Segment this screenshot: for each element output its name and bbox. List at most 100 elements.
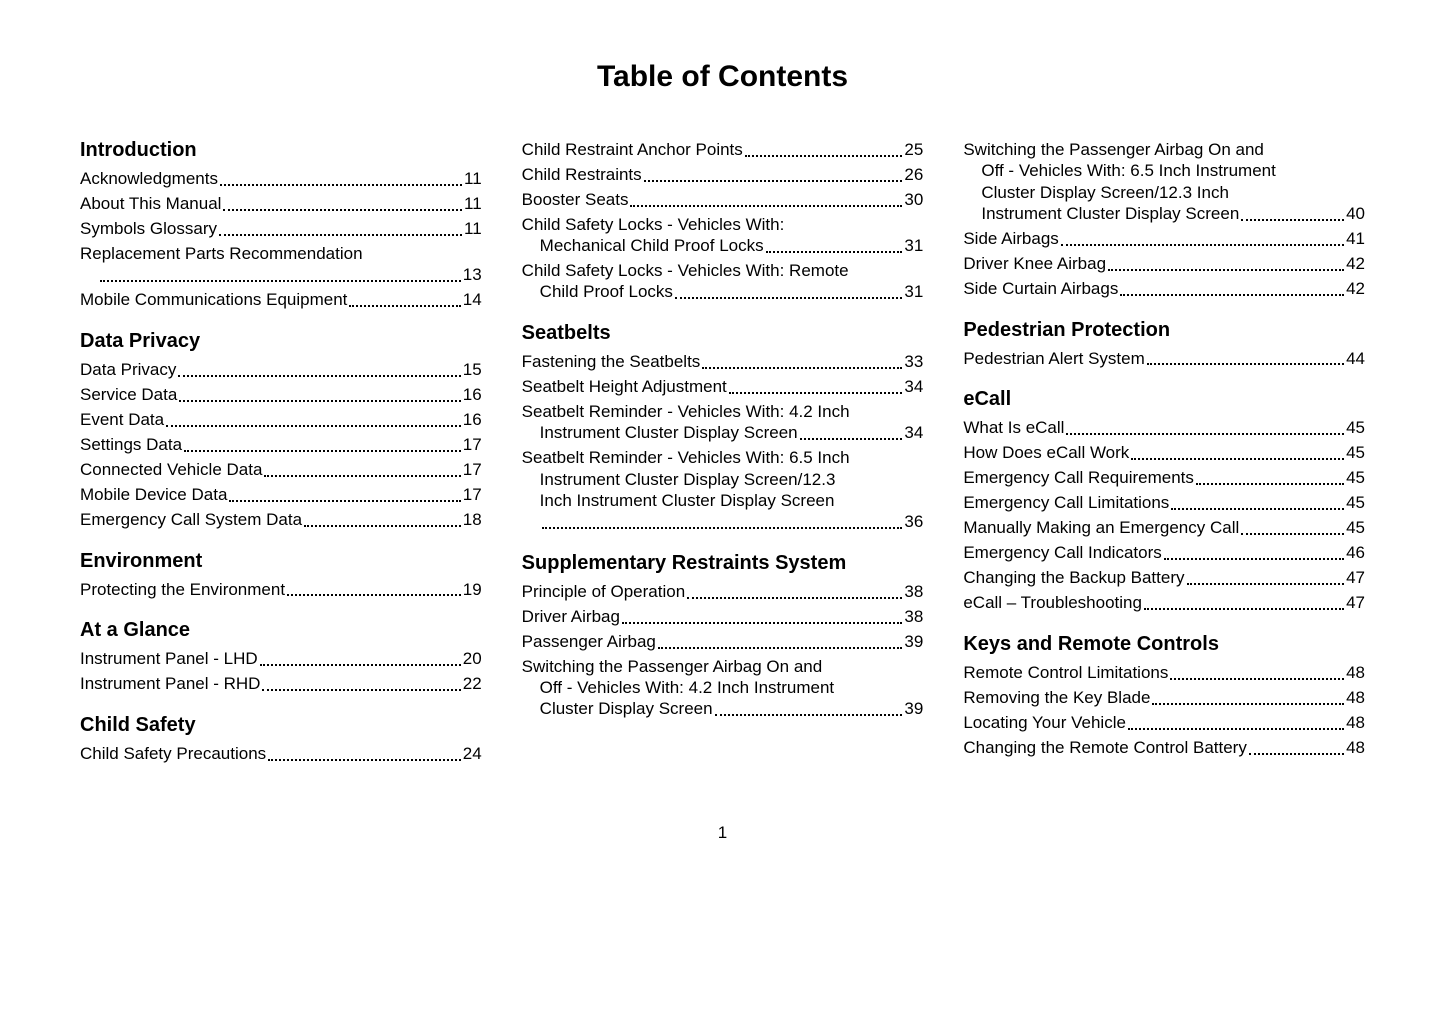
toc-entry-label: What Is eCall: [963, 417, 1064, 440]
toc-entry-label: Seatbelt Reminder - Vehicles With: 6.5 I…: [522, 447, 924, 511]
toc-entry[interactable]: Child Safety Precautions24: [80, 743, 482, 766]
dot-leader: [1171, 508, 1344, 510]
dot-leader: [260, 664, 461, 666]
toc-entry-label: Child Safety Locks - Vehicles With:: [522, 214, 924, 235]
dot-leader: [542, 527, 903, 529]
toc-entry[interactable]: Instrument Panel - LHD20: [80, 648, 482, 671]
dot-leader: [675, 297, 903, 299]
toc-entry-page: 45: [1346, 517, 1365, 540]
toc-entry-page: 41: [1346, 228, 1365, 251]
toc-entry-page: 11: [464, 193, 482, 216]
toc-entry-label: Changing the Backup Battery: [963, 567, 1184, 590]
toc-entry-page: 46: [1346, 542, 1365, 565]
dot-leader: [766, 251, 903, 253]
toc-entry[interactable]: Principle of Operation38: [522, 581, 924, 604]
section-heading: eCall: [963, 388, 1365, 411]
dot-leader: [1061, 244, 1344, 246]
toc-entry-label: Switching the Passenger Airbag On andOff…: [522, 656, 924, 699]
toc-entry-label: Replacement Parts Recommendation: [80, 243, 482, 264]
toc-entry[interactable]: Locating Your Vehicle48: [963, 712, 1365, 735]
toc-entry[interactable]: Mobile Communications Equipment14: [80, 289, 482, 312]
toc-entry-page: 17: [463, 484, 482, 507]
toc-entry[interactable]: Remote Control Limitations48: [963, 662, 1365, 685]
toc-entry[interactable]: Child Restraint Anchor Points25: [522, 139, 924, 162]
toc-entry[interactable]: Seatbelt Height Adjustment34: [522, 376, 924, 399]
toc-entry[interactable]: About This Manual11: [80, 193, 482, 216]
toc-entry-label: How Does eCall Work: [963, 442, 1129, 465]
toc-entry[interactable]: Pedestrian Alert System 44: [963, 348, 1365, 371]
toc-entry-label-tail: Mechanical Child Proof Locks: [540, 235, 764, 258]
toc-entry[interactable]: Switching the Passenger Airbag On andOff…: [522, 656, 924, 721]
toc-entry[interactable]: Event Data16: [80, 409, 482, 432]
toc-entry-label: Emergency Call Requirements: [963, 467, 1194, 490]
toc-entry-label: Booster Seats: [522, 189, 629, 212]
toc-entry-page: 14: [463, 289, 482, 312]
toc-entry[interactable]: Child Safety Locks - Vehicles With: Remo…: [522, 260, 924, 304]
toc-entry[interactable]: Switching the Passenger Airbag On andOff…: [963, 139, 1365, 226]
toc-entry-page: 45: [1346, 417, 1365, 440]
dot-leader: [715, 714, 903, 716]
toc-entry[interactable]: Replacement Parts Recommendation13: [80, 243, 482, 287]
toc-entry-page: 38: [904, 581, 923, 604]
section-heading: Supplementary Restraints System: [522, 552, 924, 575]
toc-entry[interactable]: Side Curtain Airbags42: [963, 278, 1365, 301]
dot-leader: [630, 205, 902, 207]
toc-entry[interactable]: Removing the Key Blade48: [963, 687, 1365, 710]
toc-entry-page: 42: [1346, 253, 1365, 276]
toc-entry-label: Locating Your Vehicle: [963, 712, 1126, 735]
toc-entry[interactable]: Connected Vehicle Data17: [80, 459, 482, 482]
dot-leader: [1187, 583, 1345, 585]
toc-entry[interactable]: Emergency Call Indicators46: [963, 542, 1365, 565]
toc-entry-label: Child Restraints: [522, 164, 642, 187]
toc-entry[interactable]: Emergency Call System Data18: [80, 509, 482, 532]
toc-entry[interactable]: Protecting the Environment19: [80, 579, 482, 602]
toc-entry-page: 39: [904, 631, 923, 654]
toc-entry-label: Switching the Passenger Airbag On andOff…: [963, 139, 1365, 203]
toc-entry[interactable]: Passenger Airbag 39: [522, 631, 924, 654]
toc-entry-label: Pedestrian Alert System: [963, 348, 1144, 371]
toc-entry[interactable]: Symbols Glossary11: [80, 218, 482, 241]
toc-entry[interactable]: Acknowledgments11: [80, 168, 482, 191]
toc-entry[interactable]: Mobile Device Data17: [80, 484, 482, 507]
toc-entry[interactable]: Service Data16: [80, 384, 482, 407]
toc-entry-label: Child Safety Precautions: [80, 743, 266, 766]
dot-leader: [349, 305, 460, 307]
toc-entry-page: 25: [904, 139, 923, 162]
toc-entry[interactable]: Fastening the Seatbelts33: [522, 351, 924, 374]
toc-entry-page: 44: [1346, 348, 1365, 371]
dot-leader: [1196, 483, 1344, 485]
section-heading: Child Safety: [80, 714, 482, 737]
toc-entry[interactable]: Emergency Call Requirements45: [963, 467, 1365, 490]
toc-entry[interactable]: Changing the Remote Control Battery48: [963, 737, 1365, 760]
toc-entry[interactable]: Changing the Backup Battery47: [963, 567, 1365, 590]
toc-entry[interactable]: How Does eCall Work45: [963, 442, 1365, 465]
toc-entry[interactable]: Child Restraints 26: [522, 164, 924, 187]
toc-entry-page: 15: [463, 359, 482, 382]
toc-entry[interactable]: Settings Data17: [80, 434, 482, 457]
toc-entry[interactable]: Driver Knee Airbag42: [963, 253, 1365, 276]
toc-entry[interactable]: Data Privacy15: [80, 359, 482, 382]
toc-entry-page: 13: [463, 264, 482, 287]
section-heading: Keys and Remote Controls: [963, 633, 1365, 656]
toc-entry[interactable]: Manually Making an Emergency Call45: [963, 517, 1365, 540]
dot-leader: [644, 180, 903, 182]
toc-entry[interactable]: Side Airbags41: [963, 228, 1365, 251]
toc-entry[interactable]: Seatbelt Reminder - Vehicles With: 6.5 I…: [522, 447, 924, 534]
toc-entry[interactable]: eCall – Troubleshooting47: [963, 592, 1365, 615]
toc-entry[interactable]: Emergency Call Limitations45: [963, 492, 1365, 515]
toc-entry[interactable]: Booster Seats30: [522, 189, 924, 212]
toc-entry-page: 34: [904, 376, 923, 399]
toc-entry-page: 31: [904, 281, 923, 304]
toc-entry-label-tail: Instrument Cluster Display Screen: [981, 203, 1239, 226]
toc-entry[interactable]: Instrument Panel - RHD22: [80, 673, 482, 696]
dot-leader: [658, 647, 903, 649]
toc-entry[interactable]: Child Safety Locks - Vehicles With:Mecha…: [522, 214, 924, 258]
toc-entry-label: Connected Vehicle Data: [80, 459, 262, 482]
toc-entry[interactable]: Seatbelt Reminder - Vehicles With: 4.2 I…: [522, 401, 924, 445]
section-heading: Seatbelts: [522, 322, 924, 345]
toc-entry[interactable]: What Is eCall 45: [963, 417, 1365, 440]
toc-entry[interactable]: Driver Airbag38: [522, 606, 924, 629]
dot-leader: [729, 392, 903, 394]
toc-entry-label: Passenger Airbag: [522, 631, 656, 654]
toc-entry-page: 26: [904, 164, 923, 187]
